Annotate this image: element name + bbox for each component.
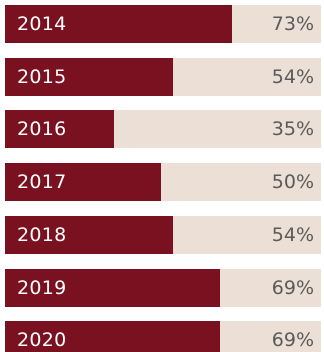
bar-2018: [5, 216, 173, 254]
category-label: 2016: [17, 118, 67, 140]
category-label: 2018: [17, 224, 67, 246]
category-label: 2020: [17, 329, 67, 351]
value-label: 35%: [271, 118, 314, 140]
category-label: 2015: [17, 66, 67, 88]
bar-2014: [5, 5, 232, 43]
bar-2015: [5, 58, 173, 96]
value-label: 73%: [271, 13, 314, 35]
category-label: 2019: [17, 277, 67, 299]
bar-2017: [5, 163, 161, 201]
value-label: 69%: [271, 277, 314, 299]
value-label: 69%: [271, 329, 314, 351]
value-label: 54%: [271, 66, 314, 88]
value-label: 54%: [271, 224, 314, 246]
bar-2019: [5, 269, 220, 307]
category-label: 2017: [17, 171, 67, 193]
category-label: 2014: [17, 13, 67, 35]
bar-2016: [5, 110, 114, 148]
value-label: 50%: [271, 171, 314, 193]
bar-2020: [5, 321, 220, 352]
